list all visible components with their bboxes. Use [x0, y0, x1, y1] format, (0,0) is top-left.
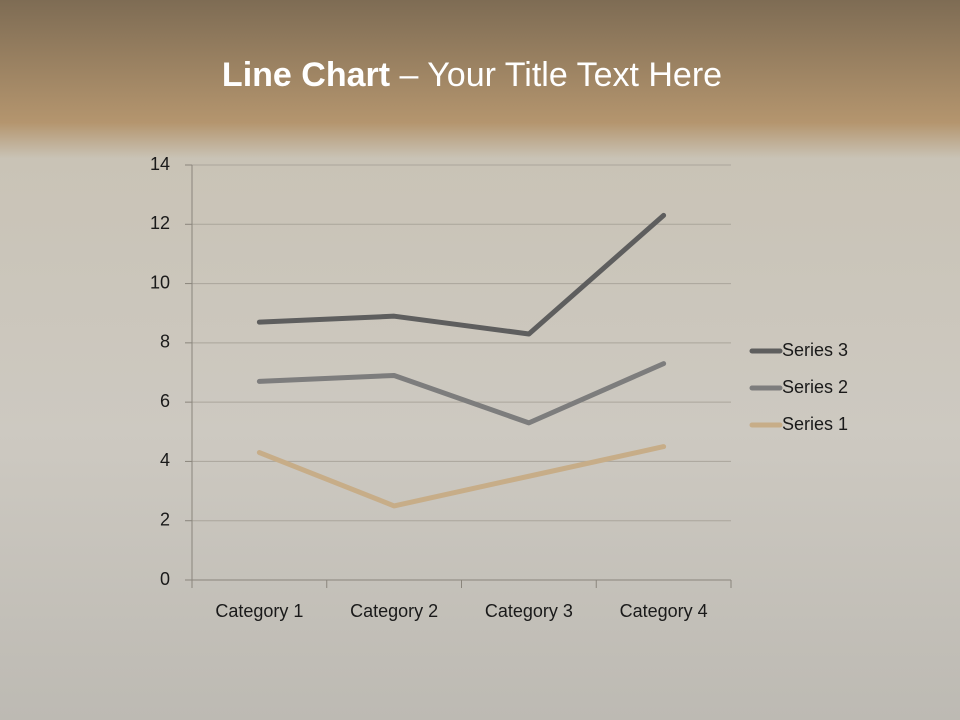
x-tick-label: Category 4 — [620, 601, 708, 621]
y-tick-label: 4 — [160, 450, 170, 470]
series-line — [256, 212, 667, 337]
legend-label: Series 1 — [782, 414, 848, 434]
y-tick-label: 2 — [160, 509, 170, 529]
x-tick-label: Category 1 — [215, 601, 303, 621]
legend-label: Series 2 — [782, 377, 848, 397]
y-tick-label: 0 — [160, 569, 170, 589]
slide-title: Line Chart – Your Title Text Here — [222, 56, 722, 94]
x-tick-label: Category 2 — [350, 601, 438, 621]
series-line — [256, 444, 667, 509]
y-tick-label: 6 — [160, 391, 170, 411]
y-tick-label: 12 — [150, 213, 170, 233]
y-tick-label: 10 — [150, 272, 170, 292]
y-tick-label: 14 — [150, 154, 170, 174]
x-tick-label: Category 3 — [485, 601, 573, 621]
title-rest: – Your Title Text Here — [400, 56, 723, 94]
title-bold: Line Chart — [222, 56, 390, 94]
legend-label: Series 3 — [782, 340, 848, 360]
series-line — [256, 361, 667, 426]
y-tick-label: 8 — [160, 332, 170, 352]
